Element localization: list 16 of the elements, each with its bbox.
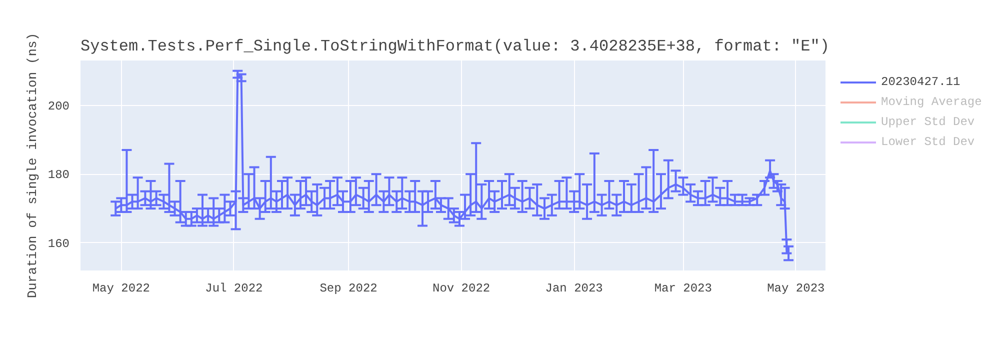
legend-label: Upper Std Dev [881, 114, 975, 130]
y-tick-label: 180 [48, 168, 70, 182]
chart-title: System.Tests.Perf_Single.ToStringWithFormat(value: 3.4028235E+38, format: "E") [80, 38, 830, 56]
x-tick-label: May 2022 [92, 282, 150, 296]
y-tick-label: 200 [48, 99, 70, 114]
legend-label: Lower Std Dev [881, 134, 975, 150]
y-tick-label: 160 [48, 236, 70, 251]
y-axis-title: Duration of single invocation (ns) [24, 32, 40, 298]
x-tick-label: Nov 2022 [432, 282, 490, 296]
legend-label: Moving Average [881, 94, 982, 110]
x-tick-label: Jul 2022 [205, 282, 263, 296]
x-tick-label: Sep 2022 [320, 282, 378, 296]
x-tick-label: Jan 2023 [545, 282, 603, 296]
x-tick-label: Mar 2023 [654, 282, 712, 296]
legend-label: 20230427.11 [881, 74, 960, 90]
x-tick-label: May 2023 [767, 282, 825, 296]
